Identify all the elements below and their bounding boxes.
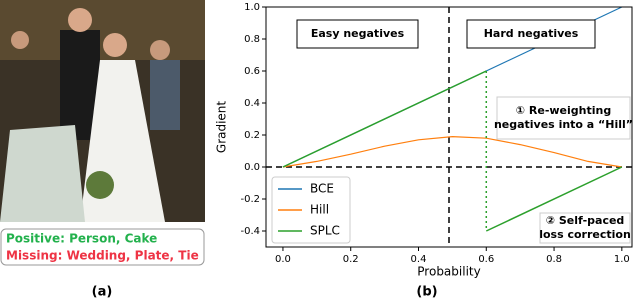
y-axis-label: Gradient <box>215 101 229 154</box>
y-tick-label: 0.0 <box>244 162 260 173</box>
y-tick-label: 0.4 <box>244 98 260 109</box>
x-tick-label: 0.8 <box>546 254 562 265</box>
annotation-box <box>539 212 631 244</box>
photo <box>0 0 205 222</box>
missing-labels: Missing: Wedding, Plate, Tie <box>6 249 199 263</box>
annotation: Easy negatives <box>311 27 405 40</box>
panel-label: (b) <box>416 285 437 300</box>
annotation: loss correction <box>539 228 631 241</box>
annotation: Hard negatives <box>484 27 579 40</box>
legend-label: BCE <box>310 182 334 196</box>
x-tick-label: 0.4 <box>411 254 427 265</box>
legend-label: SPLC <box>310 224 340 238</box>
x-tick-label: 0.6 <box>478 254 494 265</box>
panel-label: (a) <box>92 285 113 300</box>
annotation: ② Self-paced <box>546 214 625 227</box>
y-tick-label: 0.2 <box>244 130 260 141</box>
line-segment <box>282 70 487 168</box>
line-segment <box>485 166 623 232</box>
y-tick-label: 0.8 <box>244 34 260 45</box>
annotation: negatives into a “Hill” <box>494 118 633 131</box>
positive-labels: Positive: Person, Cake <box>6 232 157 246</box>
y-tick-label: 1.0 <box>244 2 260 13</box>
label-box <box>0 228 205 266</box>
x-tick-label: 1.0 <box>614 254 630 265</box>
plot-frame <box>265 6 633 248</box>
annotation: ① Re-weighting <box>516 104 611 117</box>
annotation-box <box>296 19 419 49</box>
x-tick-label: 0.0 <box>275 254 291 265</box>
line <box>282 135 622 168</box>
y-tick-label: 0.6 <box>244 66 260 77</box>
x-tick-label: 0.2 <box>343 254 359 265</box>
annotation-box <box>496 96 631 140</box>
legend <box>271 176 351 244</box>
y-tick-label: -0.2 <box>240 194 260 205</box>
y-tick-label: -0.4 <box>240 226 260 237</box>
legend-label: Hill <box>310 203 329 217</box>
annotation-box <box>466 19 596 49</box>
x-axis-label: Probability <box>417 265 480 279</box>
